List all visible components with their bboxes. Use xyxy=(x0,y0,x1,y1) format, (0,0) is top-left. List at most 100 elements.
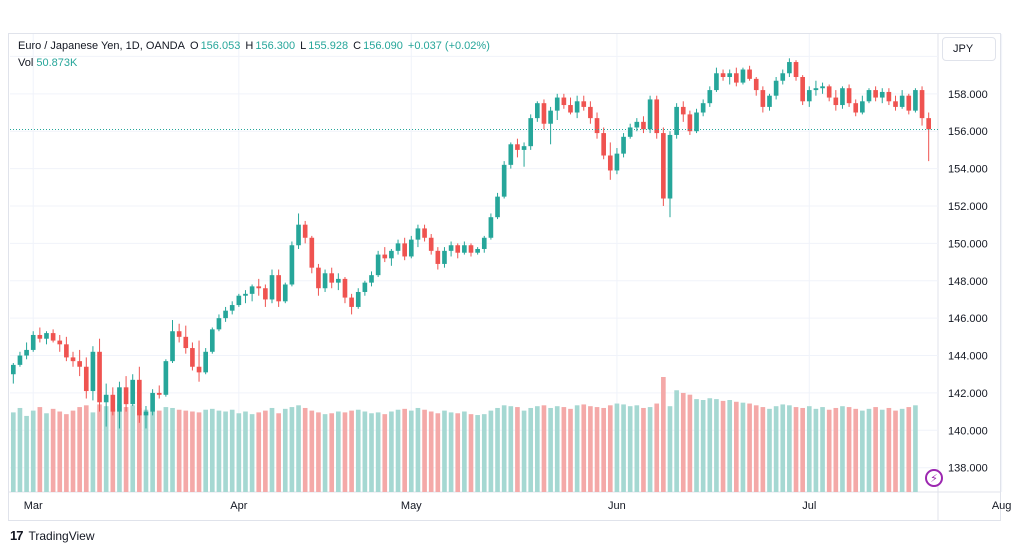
symbol-title[interactable]: Euro / Japanese Yen, 1D, OANDA xyxy=(18,40,185,52)
candle-body xyxy=(468,245,474,253)
time-axis[interactable]: MarAprMayJunJulAugSepOct xyxy=(24,500,1012,512)
volume-bar xyxy=(103,406,109,492)
candle-body xyxy=(694,112,699,132)
volume-bar xyxy=(700,400,706,492)
volume-bar xyxy=(342,412,348,492)
volume-bar xyxy=(296,405,301,492)
candle-body xyxy=(190,348,195,367)
volume-bar xyxy=(77,407,82,492)
volume-bar xyxy=(462,411,467,492)
candle-body xyxy=(780,73,786,81)
volume-bar xyxy=(415,407,421,492)
candle-body xyxy=(607,155,613,171)
candle-body xyxy=(24,349,29,356)
candle-body xyxy=(879,91,885,98)
candle-body xyxy=(574,101,580,113)
candle-body xyxy=(395,243,401,251)
volume-bar xyxy=(561,407,567,492)
time-tick-label: Jun xyxy=(608,500,626,512)
volume-bar xyxy=(886,407,892,492)
candle-body xyxy=(223,310,228,319)
low-label: L xyxy=(300,40,307,52)
volume-bar xyxy=(90,412,96,492)
candle-body xyxy=(276,275,281,302)
candle-body xyxy=(475,248,480,253)
candle-body xyxy=(734,73,739,83)
volume-bar xyxy=(382,414,388,492)
volume-bar xyxy=(322,414,328,492)
volume-bar xyxy=(773,406,779,492)
volume-bar xyxy=(183,410,189,492)
volume-bar xyxy=(654,403,660,492)
volume-bar xyxy=(853,408,859,492)
volume-bar xyxy=(422,409,427,492)
volume-bar xyxy=(117,404,122,492)
price-axis[interactable]: 160.000158.000156.000154.000152.000150.0… xyxy=(948,51,988,474)
volume-bar xyxy=(574,405,580,492)
candle-body xyxy=(37,334,43,339)
candle-body xyxy=(229,305,235,311)
high-value: 156.300 xyxy=(255,40,296,52)
volume-bar xyxy=(442,410,447,492)
candle-body xyxy=(110,394,116,412)
price-tick-label: 152.000 xyxy=(948,201,988,213)
volume-bar xyxy=(170,407,175,492)
price-tick-label: 148.000 xyxy=(948,276,988,288)
volume-bar xyxy=(734,401,739,492)
volume-bar xyxy=(263,410,268,492)
candle-body xyxy=(57,340,63,345)
brand-name[interactable]: TradingView xyxy=(28,528,95,543)
volume-bar xyxy=(70,410,76,492)
time-tick-label: Aug xyxy=(992,500,1012,512)
volume-bar xyxy=(209,408,215,492)
candle-body xyxy=(170,331,175,362)
candle-body xyxy=(488,217,494,238)
lightning-icon[interactable]: ⚡ xyxy=(925,469,943,487)
candle-body xyxy=(508,144,514,165)
time-tick-label: Apr xyxy=(230,500,247,512)
price-tick-label: 138.000 xyxy=(948,463,988,475)
candle-body xyxy=(282,284,288,302)
volume-bar xyxy=(309,410,315,492)
candle-body xyxy=(773,80,779,96)
candle-body xyxy=(641,121,646,130)
volume-bar xyxy=(806,406,812,492)
candle-body xyxy=(103,394,109,403)
volume-bar xyxy=(521,410,527,492)
candle-body xyxy=(249,286,255,294)
candle-body xyxy=(873,90,878,98)
volume-bar xyxy=(846,407,852,492)
candle-body xyxy=(362,282,368,292)
candle-body xyxy=(50,333,56,341)
volume-bar xyxy=(349,410,354,492)
volume-bar xyxy=(143,409,149,492)
volume-bar xyxy=(720,400,726,492)
volume-bar xyxy=(860,410,865,492)
volume-bar xyxy=(455,413,461,492)
volume-bar xyxy=(647,407,653,492)
candle-body xyxy=(156,392,162,395)
price-tick-label: 158.000 xyxy=(948,89,988,101)
candle-body xyxy=(554,97,560,111)
candle-body xyxy=(581,101,587,107)
volume-bar xyxy=(634,405,640,492)
volume-bar xyxy=(899,408,905,492)
volume-bar xyxy=(548,407,553,492)
volume-bar xyxy=(694,399,699,492)
volume-bar xyxy=(488,410,494,492)
volume-bar xyxy=(753,405,759,492)
volume-bar xyxy=(97,404,102,492)
volume-label[interactable]: Vol xyxy=(18,57,34,69)
volume-bar xyxy=(906,407,912,492)
candle-body xyxy=(269,275,275,300)
candle-body xyxy=(588,106,593,119)
candle-body xyxy=(150,392,155,412)
time-tick-label: May xyxy=(401,500,422,512)
close-label: C xyxy=(353,40,362,52)
candle-body xyxy=(176,331,182,337)
price-tick-label: 154.000 xyxy=(948,164,988,176)
price-tick-label: 156.000 xyxy=(948,126,988,138)
currency-button[interactable]: JPY xyxy=(942,37,996,61)
candle-body xyxy=(355,291,361,307)
